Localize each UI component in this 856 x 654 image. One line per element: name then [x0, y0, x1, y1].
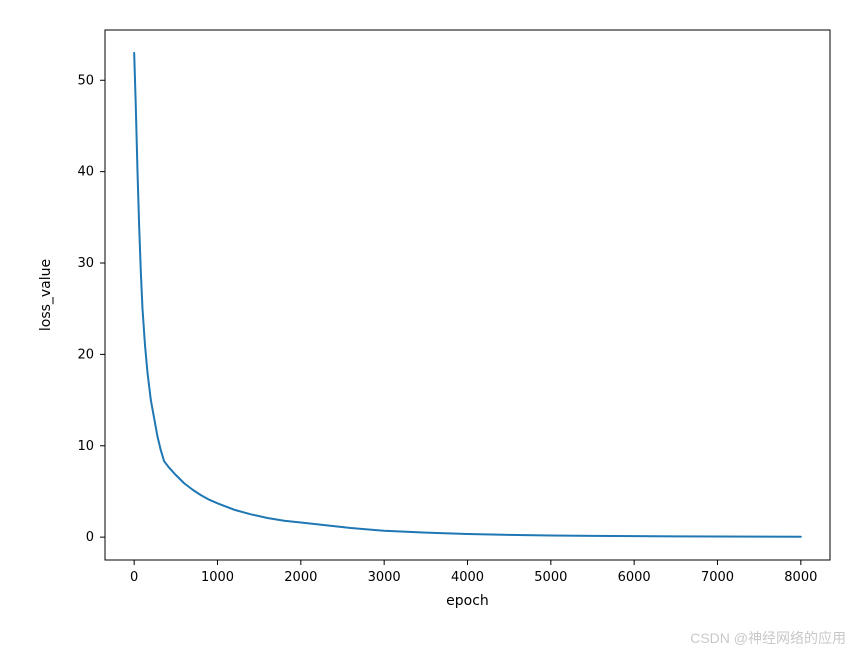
- ytick-label: 50: [77, 73, 94, 88]
- x-axis-label: epoch: [446, 593, 489, 609]
- ytick-label: 30: [77, 256, 94, 271]
- xtick-label: 7000: [701, 570, 734, 585]
- xtick-label: 1000: [201, 570, 234, 585]
- ytick-label: 40: [77, 165, 94, 180]
- xtick-label: 6000: [618, 570, 651, 585]
- xtick-label: 3000: [368, 570, 401, 585]
- xtick-label: 5000: [534, 570, 567, 585]
- xtick-label: 0: [130, 570, 138, 585]
- chart-bg: [0, 0, 856, 654]
- ytick-label: 10: [77, 439, 94, 454]
- chart-container: 0 1000 2000 3000 4000 5000 6000 7000 8000 0 10 20 30…: [0, 0, 856, 654]
- ytick-label: 0: [86, 530, 94, 545]
- ytick-label: 20: [77, 347, 94, 362]
- y-axis-label: loss_value: [38, 259, 54, 331]
- loss-chart: 0 1000 2000 3000 4000 5000 6000 7000 8000 0 10 20 30…: [0, 0, 856, 654]
- xtick-label: 2000: [284, 570, 317, 585]
- xtick-label: 4000: [451, 570, 484, 585]
- xtick-label: 8000: [784, 570, 817, 585]
